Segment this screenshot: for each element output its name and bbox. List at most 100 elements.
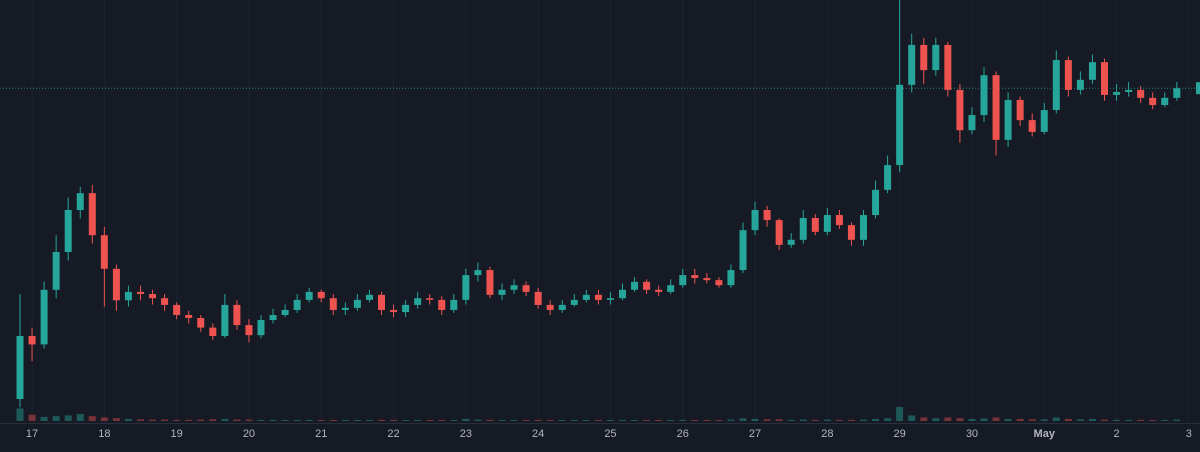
volume-bar	[1173, 419, 1181, 421]
volume-bar	[257, 419, 265, 421]
x-tick-label: 19	[171, 428, 183, 440]
candle-body	[329, 298, 337, 310]
candle-body	[1088, 62, 1096, 80]
volume-bar	[341, 420, 349, 421]
volume-bar	[558, 420, 566, 421]
volume-bar	[245, 419, 253, 421]
candle-body	[920, 44, 928, 71]
candle-body	[619, 289, 626, 299]
volume-bar	[594, 420, 602, 421]
candle-body	[667, 285, 675, 292]
candle-body	[365, 294, 373, 300]
candle-body	[185, 315, 193, 318]
candle-body	[606, 298, 614, 300]
x-tick-label: 27	[749, 428, 761, 440]
volume-bar	[1040, 419, 1048, 421]
candle-body	[860, 215, 867, 240]
volume-bar	[679, 419, 687, 421]
volume-bar	[390, 420, 398, 421]
x-tick-label: 21	[315, 428, 327, 440]
last-price-tag	[1196, 82, 1200, 95]
candle-body	[1149, 97, 1157, 105]
volume-bar	[811, 419, 819, 421]
candle-body	[1028, 120, 1036, 132]
volume-bar	[1161, 419, 1169, 421]
candle-body	[799, 217, 807, 240]
volume-bar	[100, 417, 108, 421]
volume-bar	[498, 420, 506, 421]
candle-body	[908, 44, 916, 85]
volume-bar	[474, 419, 482, 421]
candle-body	[727, 270, 735, 286]
volume-bar	[329, 420, 337, 421]
volume-bar	[1149, 420, 1157, 421]
volume-bar	[52, 416, 60, 421]
candle-body	[1101, 62, 1108, 95]
volume-bar	[944, 417, 952, 421]
candle-body	[944, 44, 952, 90]
candle-body	[872, 189, 880, 216]
candle-body	[510, 285, 518, 290]
candle-body	[64, 210, 72, 252]
candle-body	[823, 215, 831, 232]
candle-body	[739, 230, 747, 271]
candle-body	[16, 336, 24, 399]
candle-body	[390, 309, 398, 313]
x-tick-label: 30	[966, 428, 978, 440]
candle-body	[558, 304, 566, 310]
volume-bar	[968, 418, 976, 421]
candle-body	[438, 299, 446, 310]
candle-body	[233, 304, 241, 326]
volume-bar	[438, 420, 446, 421]
volume-bar	[88, 416, 96, 421]
volume-bar	[1101, 419, 1108, 421]
candle-body	[137, 291, 144, 294]
volume-bar	[727, 419, 735, 421]
volume-bar	[510, 420, 518, 421]
candle-body	[52, 252, 60, 290]
volume-bar	[1113, 419, 1121, 421]
candle-body	[1125, 89, 1133, 92]
volume-bar	[835, 419, 843, 421]
candle-body	[161, 298, 169, 305]
candle-body	[932, 44, 940, 71]
volume-bar	[486, 419, 494, 421]
candle-body	[76, 193, 84, 210]
volume-bar	[739, 418, 747, 421]
candle-body	[450, 299, 458, 310]
volume-bar	[751, 418, 759, 421]
x-tick-label: 17	[26, 428, 38, 440]
volume-bar	[956, 418, 964, 421]
candle-body	[1052, 60, 1060, 111]
candle-body	[522, 285, 530, 292]
candle-body	[100, 235, 108, 269]
volume-bar	[185, 419, 193, 421]
candle-body	[293, 299, 301, 310]
candle-body	[317, 291, 325, 299]
candle-body	[992, 75, 1000, 140]
candle-body	[221, 304, 229, 336]
x-tick-label: 25	[604, 428, 616, 440]
x-tick-label: 23	[460, 428, 472, 440]
x-tick-label: 18	[98, 428, 110, 440]
candle-body	[594, 294, 602, 300]
volume-bar	[317, 420, 325, 421]
volume-bar	[1137, 419, 1145, 421]
candle-body	[775, 220, 783, 245]
volume-bar	[450, 420, 458, 421]
volume-bar	[414, 420, 422, 421]
volume-bar	[1076, 419, 1084, 421]
volume-bar	[872, 418, 880, 421]
candle-body	[691, 275, 699, 279]
candle-body	[341, 307, 349, 310]
candle-body	[40, 289, 48, 345]
volume-bar	[787, 419, 795, 421]
candle-body	[1161, 97, 1169, 105]
x-tick-label: 3	[1186, 428, 1192, 440]
candle-body	[112, 268, 120, 301]
candle-body	[124, 291, 132, 301]
candle-body	[811, 217, 819, 232]
candle-body	[305, 291, 313, 300]
volume-bar	[920, 417, 928, 421]
volume-bar	[40, 416, 48, 421]
